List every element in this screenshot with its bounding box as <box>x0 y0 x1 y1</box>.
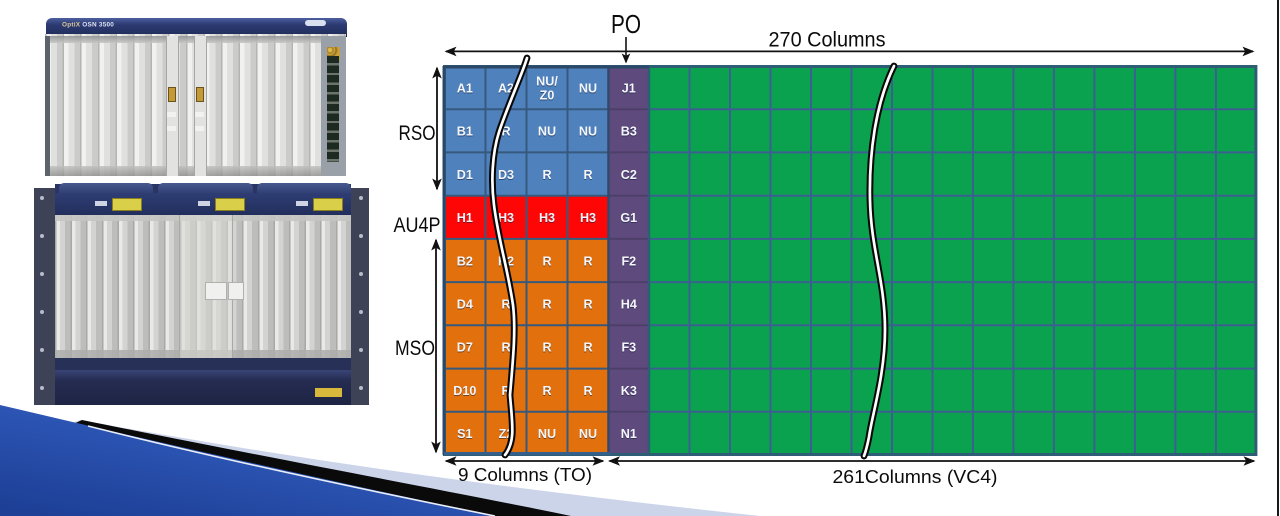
svg-text:R: R <box>542 168 551 182</box>
svg-text:NU: NU <box>579 81 597 95</box>
svg-text:N1: N1 <box>621 427 637 441</box>
svg-text:Z0: Z0 <box>540 89 555 103</box>
svg-text:H3: H3 <box>539 211 555 225</box>
svg-text:NU/: NU/ <box>536 75 558 89</box>
svg-text:R: R <box>583 168 592 182</box>
svg-text:B1: B1 <box>457 125 473 139</box>
svg-text:H3: H3 <box>498 211 514 225</box>
svg-text:270 Columns: 270 Columns <box>769 28 886 52</box>
svg-text:H1: H1 <box>457 211 473 225</box>
svg-text:R: R <box>542 254 551 268</box>
svg-text:AU4P: AU4P <box>394 213 441 237</box>
svg-text:R: R <box>501 125 510 139</box>
svg-text:R: R <box>583 384 592 398</box>
svg-text:R: R <box>583 254 592 268</box>
svg-text:R: R <box>542 298 551 312</box>
svg-text:NU: NU <box>538 125 556 139</box>
svg-text:K3: K3 <box>621 384 637 398</box>
svg-text:RSO: RSO <box>399 121 436 145</box>
svg-text:R: R <box>542 384 551 398</box>
svg-text:B2: B2 <box>457 254 473 268</box>
svg-text:R: R <box>542 341 551 355</box>
svg-text:F2: F2 <box>621 254 636 268</box>
svg-text:G1: G1 <box>620 211 637 225</box>
svg-text:R: R <box>583 298 592 312</box>
svg-text:NU: NU <box>579 125 597 139</box>
svg-text:A2: A2 <box>498 81 514 95</box>
svg-text:PO: PO <box>611 11 641 39</box>
svg-text:D1: D1 <box>457 168 473 182</box>
svg-text:R: R <box>501 384 510 398</box>
svg-text:D3: D3 <box>498 168 514 182</box>
svg-text:H4: H4 <box>621 298 637 312</box>
svg-text:MSO: MSO <box>395 336 435 360</box>
svg-text:R: R <box>501 341 510 355</box>
svg-text:R: R <box>583 341 592 355</box>
svg-text:C2: C2 <box>621 168 637 182</box>
svg-text:NU: NU <box>538 427 556 441</box>
svg-text:A1: A1 <box>457 81 473 95</box>
svg-text:D7: D7 <box>457 341 473 355</box>
svg-text:R: R <box>501 298 510 312</box>
svg-text:NU: NU <box>579 427 597 441</box>
svg-text:J1: J1 <box>622 81 636 95</box>
svg-text:S1: S1 <box>457 427 472 441</box>
svg-text:H3: H3 <box>580 211 596 225</box>
svg-text:F3: F3 <box>621 341 636 355</box>
svg-text:B3: B3 <box>621 125 637 139</box>
svg-text:D10: D10 <box>453 384 476 398</box>
svg-text:D4: D4 <box>457 298 473 312</box>
svg-text:9 Columns (TO): 9 Columns (TO) <box>458 464 592 485</box>
svg-text:261Columns (VC4): 261Columns (VC4) <box>833 466 998 487</box>
